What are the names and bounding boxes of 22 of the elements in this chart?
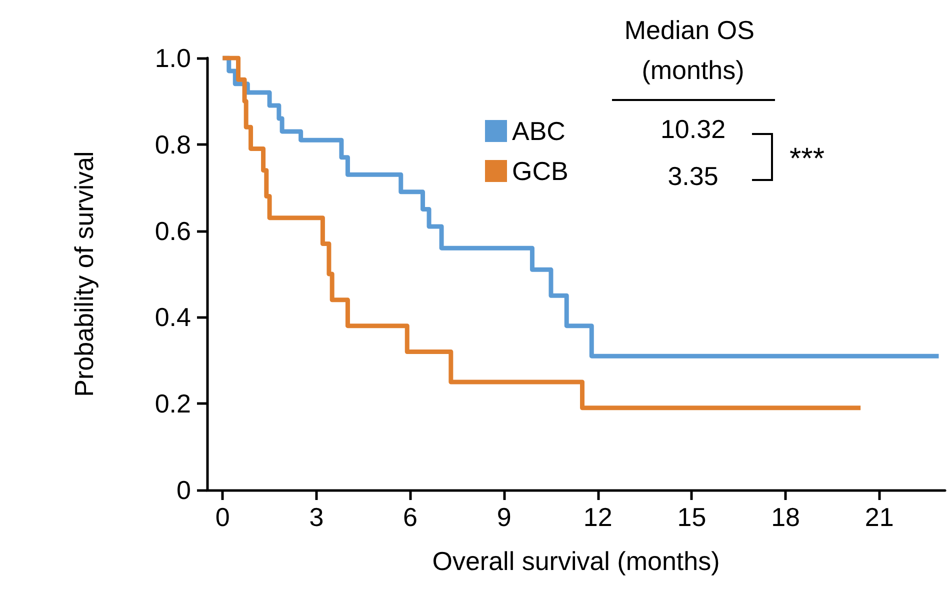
x-tick-label: 18 <box>771 502 800 532</box>
legend-label: ABC <box>512 116 566 146</box>
y-tick-label: 1.0 <box>154 43 191 73</box>
annotation: 3.35 <box>668 161 718 191</box>
y-tick-label: 0.4 <box>154 302 191 332</box>
y-tick-label: 0 <box>176 475 191 505</box>
y-axis-title: Probability of survival <box>69 151 99 397</box>
x-tick-label: 21 <box>864 502 894 532</box>
y-tick-label: 0.2 <box>154 388 191 419</box>
x-tick-label: 0 <box>215 502 230 532</box>
x-axis-title: Overall survival (months) <box>432 546 720 576</box>
x-tick-label: 15 <box>677 502 706 532</box>
x-tick-label: 3 <box>309 502 324 532</box>
x-tick-label: 6 <box>403 502 418 532</box>
y-tick-label: 0.6 <box>154 216 191 246</box>
legend-label: GCB <box>512 156 568 186</box>
annotation: 10.32 <box>660 114 726 144</box>
annotation: Median OS (months) <box>624 15 762 85</box>
annotation: *** <box>789 142 825 176</box>
x-tick-label: 9 <box>496 502 512 532</box>
y-tick-label: 0.8 <box>154 129 191 160</box>
x-tick-label: 12 <box>583 502 612 532</box>
